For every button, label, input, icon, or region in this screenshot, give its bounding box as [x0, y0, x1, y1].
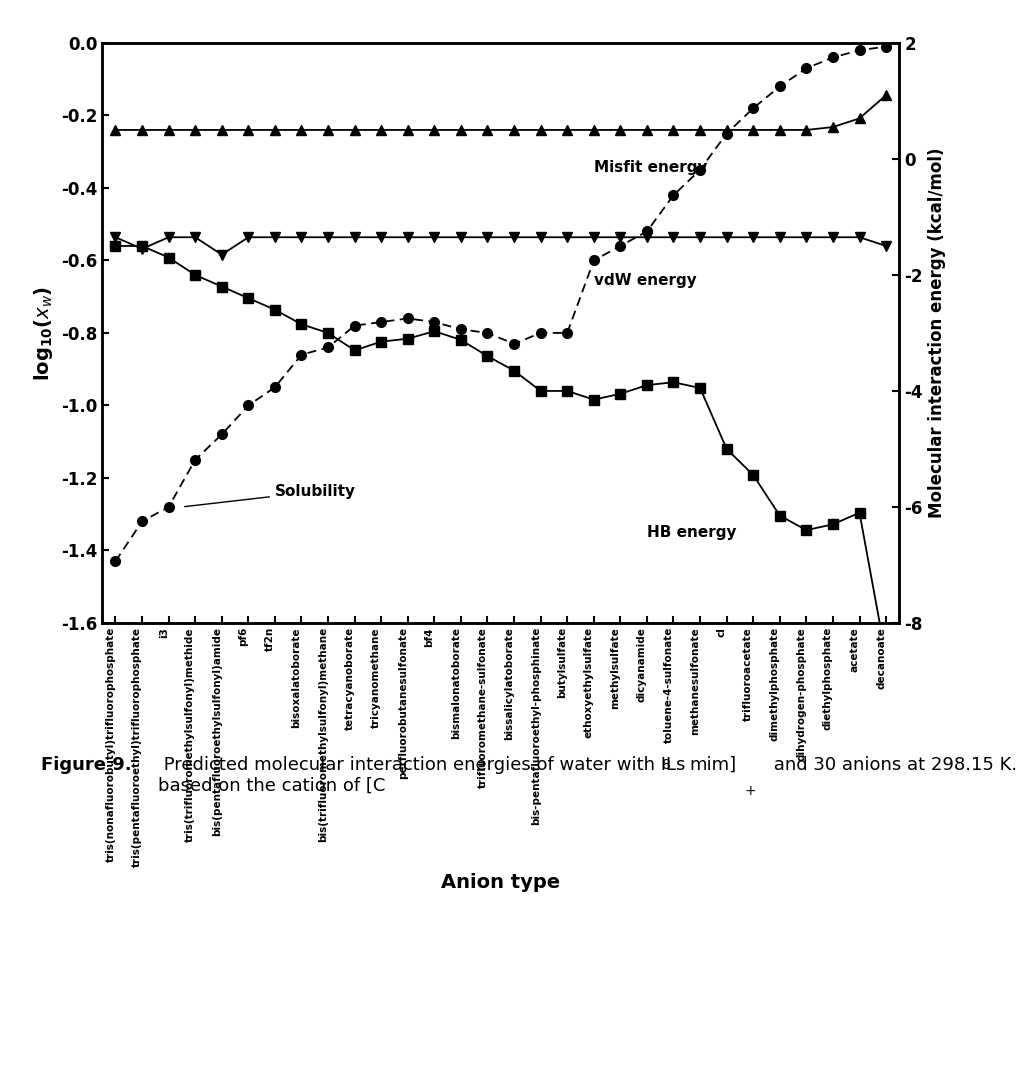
Text: +: + [744, 784, 755, 798]
Text: Predicted molecular interaction energies of water with ILs
based on the cation o: Predicted molecular interaction energies… [158, 756, 686, 795]
Text: 8: 8 [662, 758, 671, 772]
Text: mim]: mim] [690, 756, 737, 773]
Text: Misfit energy: Misfit energy [594, 160, 707, 175]
Y-axis label: $\mathbf{log_{10}(}$$\boldsymbol{x_w}$$\mathbf{)}$: $\mathbf{log_{10}(}$$\boldsymbol{x_w}$$\… [33, 286, 55, 380]
Text: vdW energy: vdW energy [594, 273, 697, 288]
Text: Solubility: Solubility [185, 484, 356, 507]
Text: and 30 anions at 298.15 K.: and 30 anions at 298.15 K. [768, 756, 1017, 773]
X-axis label: Anion type: Anion type [442, 873, 560, 891]
Text: Figure 9.: Figure 9. [41, 756, 132, 773]
Y-axis label: Molecular interaction energy (kcal/mol): Molecular interaction energy (kcal/mol) [928, 148, 946, 518]
Text: HB energy: HB energy [647, 525, 737, 540]
